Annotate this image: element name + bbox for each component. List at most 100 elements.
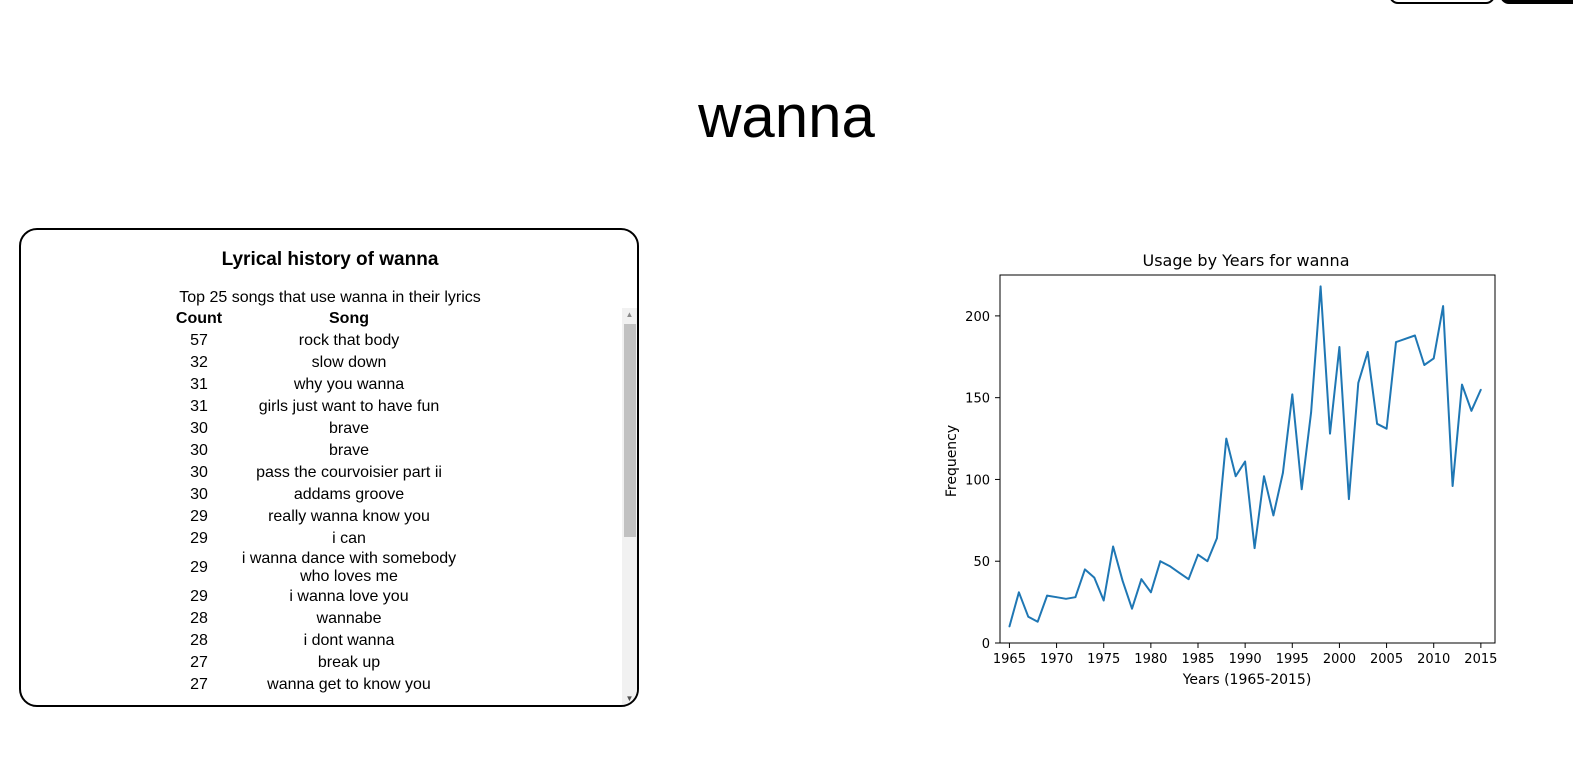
song-count-cell: 31 <box>190 398 208 415</box>
data-point <box>1131 607 1133 610</box>
y-tick-label: 150 <box>965 392 990 407</box>
song-count-cell: 57 <box>190 332 208 349</box>
song-title-cell: wanna get to know you <box>267 676 431 693</box>
song-count-cell: 29 <box>190 508 208 525</box>
x-tick-label: 2015 <box>1464 652 1497 667</box>
data-point <box>1480 388 1482 391</box>
data-point <box>1036 620 1039 623</box>
x-tick-label: 1990 <box>1229 652 1262 667</box>
data-point <box>1084 568 1086 571</box>
x-axis-ticks: 1965 1970 1975 1980 1985 1990 1995 2000 2005 2010… <box>993 643 1497 667</box>
table-row: 29 i wanna dance with somebody who loves … <box>167 550 467 586</box>
song-title-cell: really wanna know you <box>268 508 430 525</box>
song-title-cell: why you wanna <box>293 376 405 393</box>
song-title-cell: i wanna love you <box>289 588 409 605</box>
song-title-cell: girls just want to have fun <box>258 398 440 415</box>
top-right-outline-button[interactable] <box>1389 0 1495 4</box>
scrollbar-thumb[interactable] <box>624 324 636 537</box>
table-row: 30 addams groove <box>167 484 467 506</box>
data-point <box>1291 393 1294 396</box>
x-tick-label: 2005 <box>1370 652 1403 667</box>
data-point <box>1423 364 1426 366</box>
table-header-row: Count Song <box>167 308 467 330</box>
table-row: 29 i can <box>167 528 467 550</box>
data-point <box>1395 341 1397 343</box>
song-title-cell: i dont wanna <box>303 632 395 649</box>
data-point <box>1121 580 1124 582</box>
data-point <box>1357 382 1360 384</box>
table-row: 30 brave <box>167 440 467 462</box>
data-point <box>1046 594 1048 597</box>
song-count-cell: 30 <box>190 442 208 459</box>
data-point <box>1140 578 1143 580</box>
data-point <box>1244 460 1246 463</box>
data-point <box>1366 351 1369 353</box>
data-point <box>1272 514 1275 517</box>
data-point <box>1310 411 1312 414</box>
song-count-cell: 28 <box>190 632 208 649</box>
song-title-cell: rock that body <box>298 332 400 349</box>
data-point <box>1461 383 1463 386</box>
data-point <box>1093 576 1096 579</box>
series-points <box>1008 285 1482 628</box>
song-title-cell: i can <box>332 530 366 547</box>
x-tick-label: 1975 <box>1087 652 1120 667</box>
data-point <box>1282 472 1284 474</box>
song-column-header: Song <box>329 310 369 327</box>
chart-title: Usage by Years for wanna <box>1142 251 1349 270</box>
song-count-cell: 31 <box>190 376 208 393</box>
data-point <box>1470 410 1473 412</box>
usage-line-chart: Usage by Years for wanna 1965 1970 1975 198… <box>944 251 1497 688</box>
lyrical-history-card: Lyrical history of wanna Top 25 songs th… <box>19 228 639 707</box>
songs-table-scroll-area[interactable]: Count Song 57 rock that body 32 slow down 31… <box>21 308 637 705</box>
data-point <box>1432 357 1435 360</box>
table-row: 31 why you wanna <box>167 374 467 396</box>
table-row: 32 slow down <box>167 352 467 374</box>
x-tick-label: 1970 <box>1040 652 1073 667</box>
table-row: 29 i wanna love you <box>167 586 467 608</box>
x-tick-label: 1965 <box>993 652 1026 667</box>
scroll-up-arrow-icon[interactable]: ▲ <box>625 310 634 319</box>
song-count-cell: 29 <box>190 588 208 605</box>
song-count-cell: 27 <box>190 676 208 693</box>
table-row: 27 break up <box>167 652 467 674</box>
data-point <box>1178 571 1180 574</box>
count-column-header: Count <box>175 310 223 327</box>
song-count-cell: 29 <box>190 530 208 547</box>
table-row: 57 rock that body <box>167 330 467 352</box>
x-tick-label: 1980 <box>1134 652 1167 667</box>
data-point <box>1018 591 1020 594</box>
x-tick-label: 2000 <box>1323 652 1356 667</box>
song-count-cell: 30 <box>190 464 208 481</box>
data-point <box>1206 560 1209 562</box>
data-point <box>1150 591 1152 594</box>
song-title-cell: i wanna dance with somebody who loves me <box>241 550 457 585</box>
song-title-cell: addams groove <box>293 486 405 503</box>
data-point <box>1187 578 1190 580</box>
table-row: 30 pass the courvoisier part ii <box>167 462 467 484</box>
song-count-cell: 27 <box>190 654 208 671</box>
songs-table-body: 57 rock that body 32 slow down 31 why you wan… <box>167 330 467 696</box>
page-title: wanna <box>698 83 875 150</box>
table-row: 30 brave <box>167 418 467 440</box>
data-point <box>1300 488 1303 491</box>
data-point <box>1319 285 1322 288</box>
card-subheading: Top 25 songs that use wanna in their lyr… <box>179 289 481 306</box>
table-scrollbar[interactable]: ▲ ▼ <box>622 308 637 705</box>
data-point <box>1216 537 1218 540</box>
song-title-cell: brave <box>328 442 370 459</box>
data-point <box>1168 565 1171 567</box>
song-title-cell: slow down <box>311 354 387 371</box>
x-tick-label: 1985 <box>1181 652 1214 667</box>
data-point <box>1112 545 1114 548</box>
song-count-cell: 29 <box>190 559 208 576</box>
scroll-down-arrow-icon[interactable]: ▼ <box>625 694 634 703</box>
series-line <box>1008 285 1482 627</box>
data-point <box>1329 432 1331 435</box>
y-axis-ticks: 0 50 100 150 200 <box>965 310 1000 652</box>
data-point <box>1197 553 1199 556</box>
songs-table: Count Song 57 rock that body 32 slow down 31… <box>167 308 467 696</box>
song-title-cell: brave <box>328 420 370 437</box>
top-right-filled-button[interactable] <box>1500 0 1573 4</box>
table-row: 27 wanna get to know you <box>167 674 467 696</box>
